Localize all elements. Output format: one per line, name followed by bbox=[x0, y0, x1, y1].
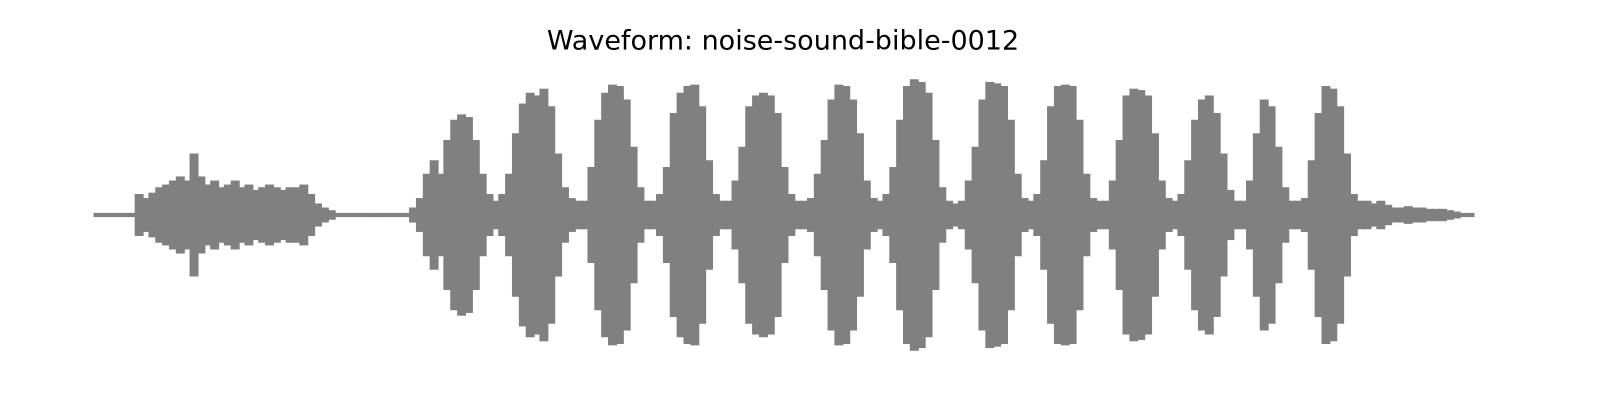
waveform-column bbox=[1465, 212, 1475, 218]
chart-title: Waveform: noise-sound-bible-0012 bbox=[547, 26, 1019, 57]
